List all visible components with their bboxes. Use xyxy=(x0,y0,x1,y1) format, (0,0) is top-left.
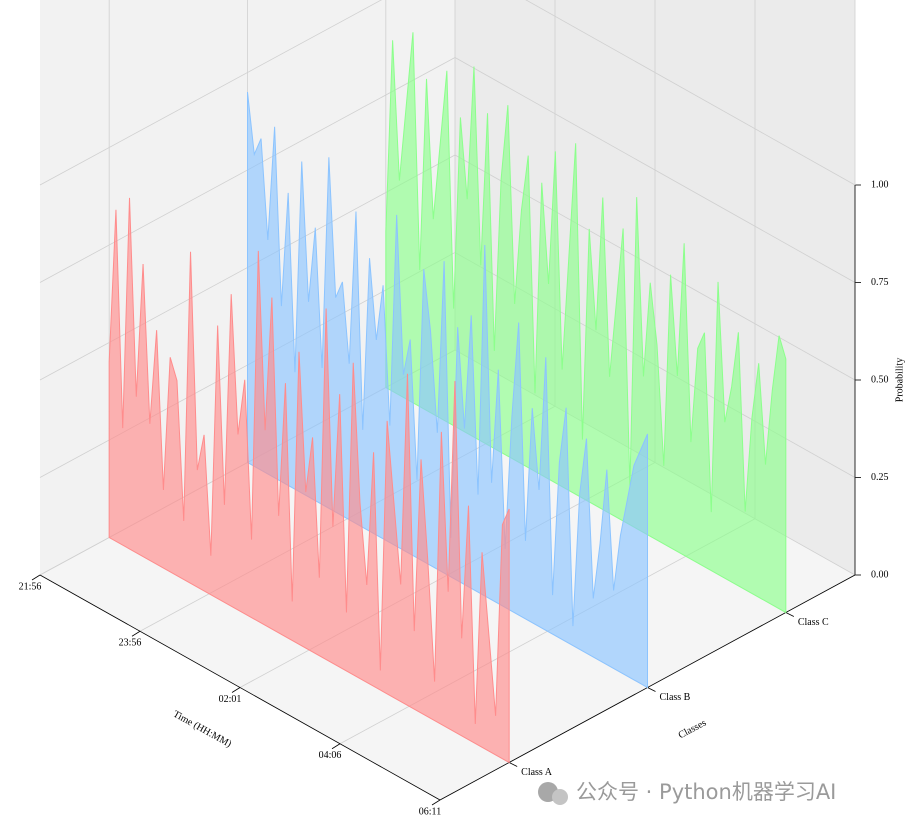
x-tick-label: 04:06 xyxy=(319,750,342,761)
watermark-icon xyxy=(552,789,568,805)
tick-mark xyxy=(331,743,341,750)
tick-mark xyxy=(508,762,518,767)
area xyxy=(108,197,510,764)
area xyxy=(385,32,787,614)
tick-mark xyxy=(431,799,441,806)
z-tick-label: 0.50 xyxy=(871,374,889,385)
z-tick-label: 0.75 xyxy=(871,277,889,288)
watermark: 公众号 · Python机器学习AI xyxy=(538,780,836,805)
z-tick-label: 1.00 xyxy=(871,179,889,190)
tick-mark xyxy=(647,687,656,692)
tick-mark xyxy=(231,687,241,693)
y-axis-label: Classes xyxy=(677,717,709,741)
x-axis-label: Time (HH:MM) xyxy=(171,709,233,750)
watermark-text: 公众号 · Python机器学习AI xyxy=(576,780,836,804)
x-tick-label: 23:56 xyxy=(119,638,142,649)
z-axis-label: Probability xyxy=(894,358,905,402)
y-tick-label: Class A xyxy=(521,767,553,778)
y-tick-label: Class C xyxy=(798,617,829,628)
x-tick-label: 06:11 xyxy=(419,806,441,817)
axis-line xyxy=(39,574,441,801)
x-tick-label: 02:01 xyxy=(219,694,242,705)
x-tick-label: 21:56 xyxy=(19,581,42,592)
z-tick-label: 0.25 xyxy=(871,472,889,483)
tick-mark xyxy=(31,574,41,581)
z-tick-label: 0.00 xyxy=(871,569,889,580)
tick-mark xyxy=(785,612,795,617)
plot: 0.00 0.25 0.50 0.75 1.00 21:56 23:56 02:01 04:06… xyxy=(19,32,905,817)
tick-mark xyxy=(131,630,141,637)
y-tick-label: Class B xyxy=(660,692,691,703)
